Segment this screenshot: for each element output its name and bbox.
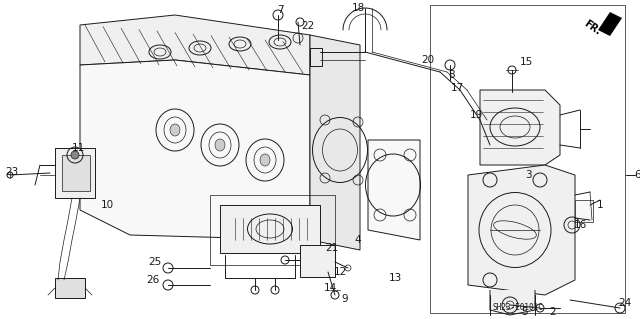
Text: 8: 8 (449, 70, 455, 80)
Text: 2: 2 (550, 307, 556, 317)
Ellipse shape (215, 139, 225, 151)
Text: 18: 18 (351, 3, 365, 13)
Text: 1: 1 (596, 200, 604, 210)
Polygon shape (490, 290, 535, 315)
Polygon shape (468, 165, 575, 295)
Text: 13: 13 (388, 273, 402, 283)
Text: 19: 19 (469, 110, 483, 120)
Polygon shape (80, 60, 310, 240)
Text: SH23-E0101C: SH23-E0101C (493, 303, 543, 313)
Text: 26: 26 (147, 275, 159, 285)
Ellipse shape (260, 154, 270, 166)
Polygon shape (80, 15, 310, 75)
Bar (575, 200, 593, 222)
Text: FR.: FR. (582, 19, 602, 37)
Circle shape (71, 151, 79, 159)
Text: 10: 10 (100, 200, 113, 210)
Polygon shape (310, 35, 360, 250)
Text: 17: 17 (451, 83, 463, 93)
Bar (55, 148, 95, 198)
Text: 11: 11 (72, 143, 84, 153)
Text: 16: 16 (573, 220, 587, 230)
Bar (300, 245, 335, 277)
Bar (220, 205, 320, 253)
Text: 23: 23 (5, 167, 19, 177)
Bar (62, 155, 90, 191)
Text: 12: 12 (333, 267, 347, 277)
Text: 15: 15 (520, 57, 532, 67)
Bar (310, 48, 322, 66)
Polygon shape (368, 140, 420, 240)
Bar (430, 5, 625, 313)
Text: 22: 22 (301, 21, 315, 31)
Text: 24: 24 (618, 298, 632, 308)
Bar (210, 195, 335, 265)
Text: 7: 7 (276, 5, 284, 15)
Text: 6: 6 (635, 170, 640, 180)
Text: 9: 9 (342, 294, 348, 304)
Text: 4: 4 (355, 235, 362, 245)
Text: 20: 20 (421, 55, 435, 65)
Bar (55, 278, 85, 298)
Text: 14: 14 (323, 283, 337, 293)
Text: 25: 25 (148, 257, 162, 267)
Polygon shape (598, 12, 622, 36)
Text: 5: 5 (522, 307, 528, 317)
Text: 3: 3 (525, 170, 531, 180)
Polygon shape (480, 90, 560, 165)
Text: 21: 21 (325, 243, 339, 253)
Ellipse shape (170, 124, 180, 136)
